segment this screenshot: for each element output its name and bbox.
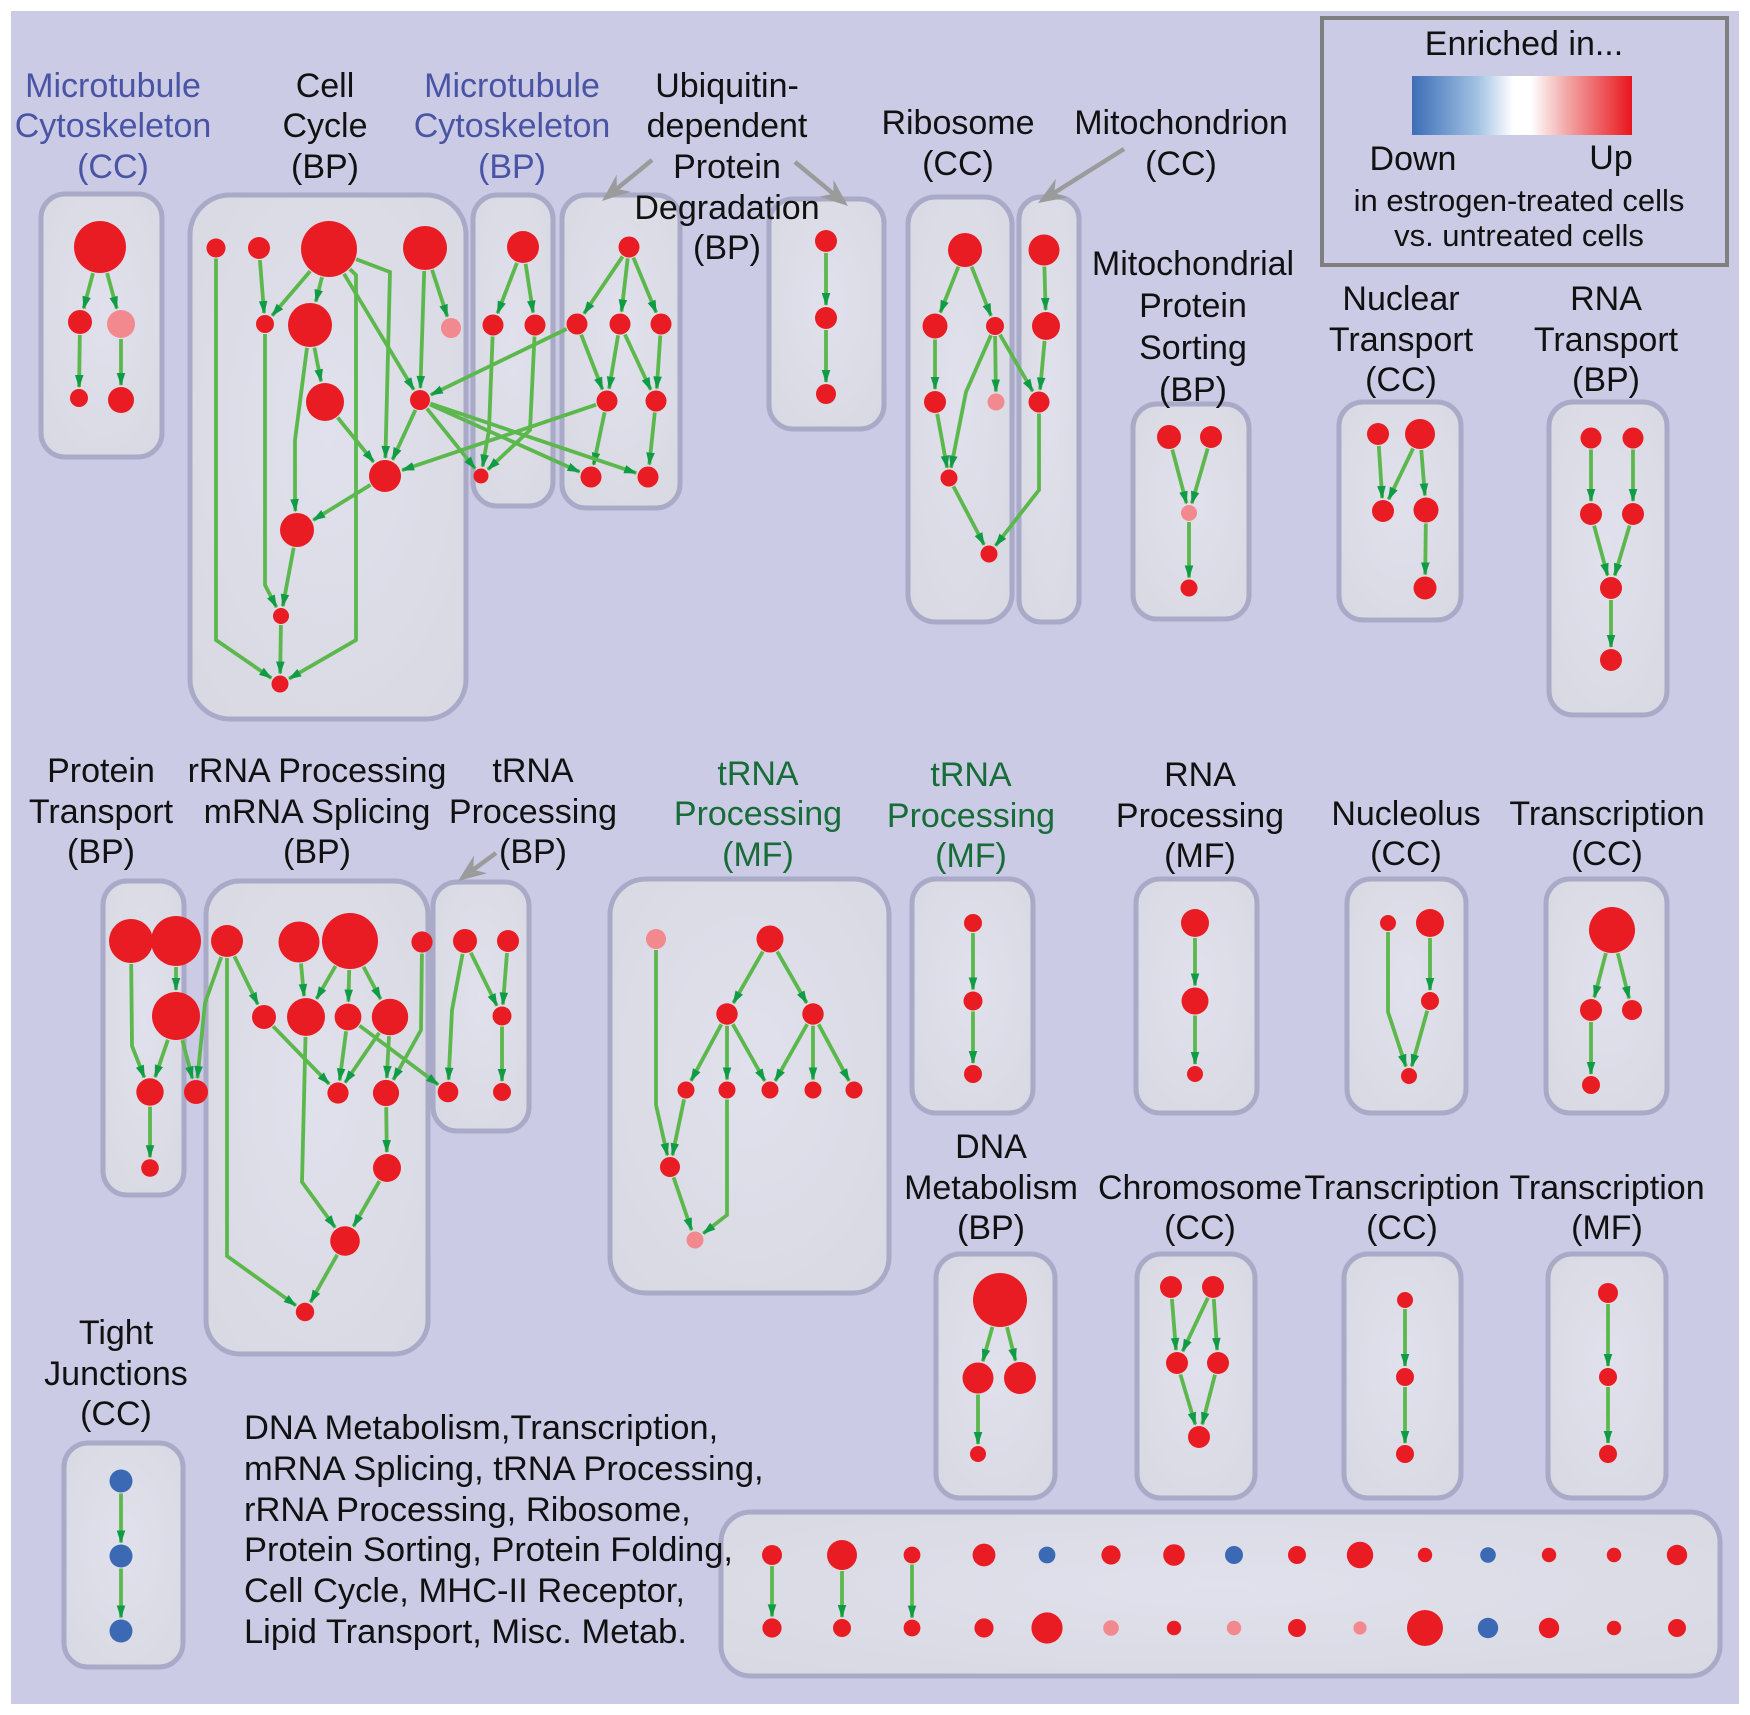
svg-text:Protein: Protein (673, 148, 781, 186)
svg-text:Protein: Protein (1139, 287, 1247, 325)
svg-text:Microtubule: Microtubule (424, 67, 600, 105)
svg-text:(BP): (BP) (1159, 371, 1227, 409)
svg-text:(BP): (BP) (1572, 361, 1640, 399)
svg-text:(BP): (BP) (283, 833, 351, 871)
svg-text:Transcription: Transcription (1304, 1169, 1499, 1207)
svg-text:Transport: Transport (29, 793, 174, 831)
svg-text:Transport: Transport (1534, 321, 1679, 359)
svg-text:Ribosome: Ribosome (881, 104, 1034, 142)
svg-text:(BP): (BP) (499, 833, 567, 871)
svg-text:in estrogen-treated cells: in estrogen-treated cells (1354, 183, 1685, 218)
svg-text:Transcription: Transcription (1509, 1169, 1704, 1207)
svg-text:RNA: RNA (1570, 280, 1642, 318)
svg-text:(BP): (BP) (291, 148, 359, 186)
svg-text:DNA: DNA (955, 1128, 1027, 1166)
svg-text:Lipid Transport, Misc. Metab.: Lipid Transport, Misc. Metab. (244, 1613, 687, 1651)
svg-text:Cytoskeleton: Cytoskeleton (414, 107, 611, 145)
svg-text:mRNA Splicing, tRNA Processing: mRNA Splicing, tRNA Processing, (244, 1450, 764, 1488)
svg-text:Mitochondrial: Mitochondrial (1092, 245, 1294, 283)
svg-text:tRNA: tRNA (717, 755, 799, 793)
svg-text:Transport: Transport (1329, 321, 1474, 359)
svg-text:(BP): (BP) (67, 833, 135, 871)
svg-text:Ubiquitin-: Ubiquitin- (655, 67, 799, 105)
svg-text:Cytoskeleton: Cytoskeleton (15, 107, 212, 145)
svg-text:(BP): (BP) (478, 148, 546, 186)
svg-text:(CC): (CC) (80, 1395, 152, 1433)
svg-text:Transcription: Transcription (1509, 795, 1704, 833)
svg-text:DNA Metabolism,Transcription,: DNA Metabolism,Transcription, (244, 1409, 718, 1447)
svg-text:(MF): (MF) (722, 836, 794, 874)
svg-text:(CC): (CC) (1370, 835, 1442, 873)
svg-text:(MF): (MF) (1571, 1209, 1643, 1247)
svg-text:rRNA Processing: rRNA Processing (188, 752, 447, 790)
svg-text:(CC): (CC) (1366, 1209, 1438, 1247)
svg-text:Nuclear: Nuclear (1342, 280, 1459, 318)
svg-text:Up: Up (1589, 139, 1632, 177)
svg-text:(MF): (MF) (1164, 837, 1236, 875)
svg-text:Processing: Processing (674, 795, 842, 833)
svg-text:(CC): (CC) (922, 145, 994, 183)
svg-text:vs. untreated cells: vs. untreated cells (1394, 218, 1644, 253)
svg-text:Chromosome: Chromosome (1098, 1169, 1302, 1207)
svg-text:(CC): (CC) (1365, 361, 1437, 399)
svg-text:(MF): (MF) (935, 837, 1007, 875)
svg-text:Protein: Protein (47, 752, 155, 790)
svg-text:Protein Sorting, Protein Foldi: Protein Sorting, Protein Folding, (244, 1531, 733, 1569)
svg-text:Cell Cycle, MHC-II Receptor,: Cell Cycle, MHC-II Receptor, (244, 1572, 685, 1610)
svg-text:tRNA: tRNA (492, 752, 574, 790)
svg-text:tRNA: tRNA (930, 756, 1012, 794)
svg-text:Mitochondrion: Mitochondrion (1074, 104, 1288, 142)
svg-text:Down: Down (1370, 140, 1457, 178)
svg-text:Tight: Tight (79, 1314, 154, 1352)
svg-text:Processing: Processing (1116, 797, 1284, 835)
svg-text:(BP): (BP) (957, 1209, 1025, 1247)
svg-text:(CC): (CC) (1571, 835, 1643, 873)
svg-text:(BP): (BP) (693, 229, 761, 267)
svg-text:Metabolism: Metabolism (904, 1169, 1078, 1207)
svg-text:Microtubule: Microtubule (25, 67, 201, 105)
svg-text:rRNA Processing, Ribosome,: rRNA Processing, Ribosome, (244, 1491, 691, 1529)
svg-text:Cycle: Cycle (282, 107, 367, 145)
svg-text:Sorting: Sorting (1139, 329, 1247, 367)
svg-text:Processing: Processing (449, 793, 617, 831)
svg-text:(CC): (CC) (1164, 1209, 1236, 1247)
svg-text:Nucleolus: Nucleolus (1331, 795, 1480, 833)
svg-text:Cell: Cell (296, 67, 355, 105)
svg-text:Junctions: Junctions (44, 1355, 188, 1393)
svg-text:Enriched in...: Enriched in... (1425, 25, 1623, 63)
svg-text:(CC): (CC) (1145, 145, 1217, 183)
svg-text:(CC): (CC) (77, 148, 149, 186)
svg-text:dependent: dependent (647, 107, 808, 145)
svg-text:Degradation: Degradation (634, 189, 819, 227)
svg-text:Processing: Processing (887, 797, 1055, 835)
svg-text:mRNA Splicing: mRNA Splicing (204, 793, 431, 831)
svg-text:RNA: RNA (1164, 756, 1236, 794)
